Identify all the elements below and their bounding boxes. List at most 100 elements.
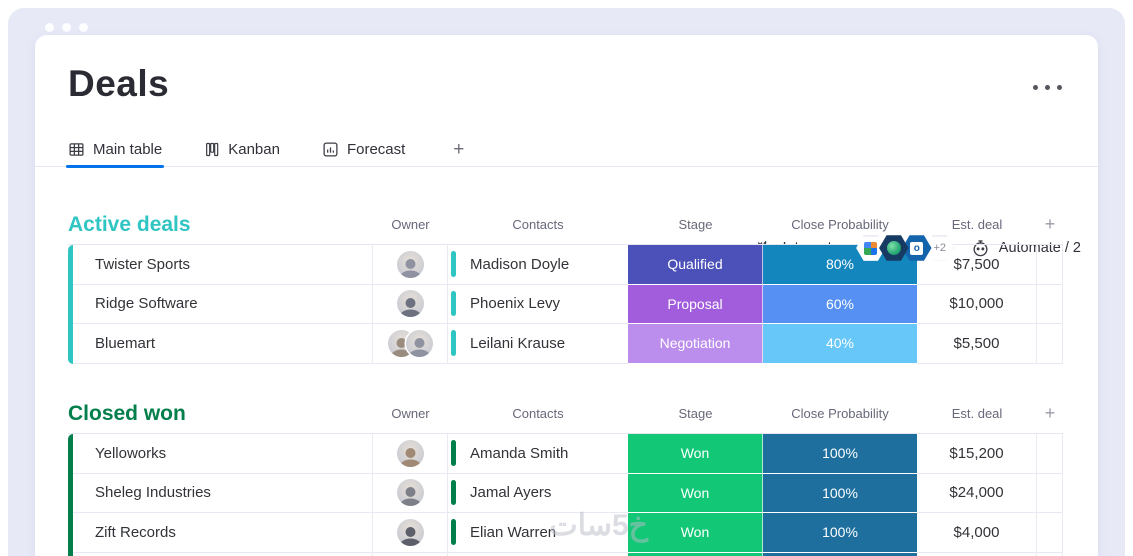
contact-color-bar [451, 251, 456, 277]
contact-cell[interactable] [448, 553, 628, 556]
owner-cell[interactable] [373, 473, 448, 513]
contact-color-bar [451, 479, 456, 505]
tab-kanban[interactable]: Kanban [204, 133, 280, 167]
owner-cell[interactable] [373, 513, 448, 553]
contact-color-bar [451, 330, 456, 356]
group-color-bar [68, 245, 73, 364]
board-card: Deals Main table [35, 35, 1098, 556]
group-closed-won: Closed won Owner Contacts Stage Close Pr… [68, 394, 1063, 556]
contact-cell[interactable]: Jamal Ayers [448, 474, 628, 513]
avatar [405, 329, 433, 357]
empty-cell [1037, 552, 1063, 556]
add-column-button[interactable]: + [1044, 214, 1056, 234]
tab-label: Main table [93, 141, 163, 158]
stage-cell[interactable]: Won [628, 473, 763, 513]
stage-cell[interactable]: Proposal [628, 284, 763, 324]
ellipsis-menu-icon [1057, 85, 1062, 90]
est-deal-cell[interactable]: $10,000 [917, 284, 1037, 324]
close-probability-cell[interactable]: 100% [763, 513, 917, 553]
est-deal-cell[interactable]: $15,200 [917, 434, 1037, 474]
owner-cell[interactable] [373, 284, 448, 324]
empty-cell [1037, 473, 1063, 513]
deal-name-cell[interactable]: Sheleg Industries [73, 473, 373, 513]
green-app-icon [886, 241, 901, 255]
column-header-stage: Stage [678, 217, 713, 232]
kanban-icon [204, 141, 220, 158]
contact-name: Phoenix Levy [470, 295, 561, 313]
add-column-button[interactable]: + [1044, 403, 1056, 423]
contact-cell[interactable]: Phoenix Levy [448, 285, 628, 324]
empty-cell [1037, 434, 1063, 474]
column-header-owner: Owner [391, 217, 430, 232]
group-header: Active deals Owner Contacts Stage Close … [68, 205, 1063, 244]
robot-icon [971, 239, 990, 258]
est-deal-cell[interactable]: $4,000 [917, 513, 1037, 553]
add-view-button[interactable]: + [453, 138, 465, 160]
stage-cell[interactable]: Qualified [628, 245, 763, 285]
avatar [396, 439, 424, 467]
contact-name: Madison Doyle [470, 255, 570, 273]
contact-color-bar [451, 519, 456, 545]
contact-cell[interactable]: Elian Warren [448, 513, 628, 553]
owner-cell[interactable] [373, 434, 448, 474]
tab-label: Forecast [346, 141, 406, 158]
avatar [396, 290, 424, 318]
close-probability-cell[interactable] [763, 552, 917, 556]
column-header-est-deal: Est. deal [951, 217, 1003, 232]
close-probability-cell[interactable]: 60% [763, 284, 917, 324]
stage-cell[interactable]: Won [628, 434, 763, 474]
est-deal-cell[interactable]: $7,500 [917, 245, 1037, 285]
contact-cell[interactable]: Madison Doyle [448, 245, 628, 285]
close-probability-cell[interactable]: 100% [763, 473, 917, 513]
table-grid-icon [68, 141, 85, 158]
view-tabbar: Main table Kanban [35, 133, 1098, 261]
board-menu-button[interactable] [1033, 85, 1062, 90]
stage-cell[interactable] [628, 552, 763, 556]
column-header-contacts: Contacts [512, 406, 564, 421]
deal-name-cell[interactable]: Zift Records [73, 513, 373, 553]
group-color-bar [68, 434, 73, 556]
window-dot-icon [79, 23, 88, 32]
est-deal-cell[interactable]: $24,000 [917, 473, 1037, 513]
group-active-deals: Active deals Owner Contacts Stage Close … [68, 205, 1063, 364]
group-table: Twister Sports Madison Doyle Qualified 8… [68, 244, 1063, 364]
browser-window: Deals Main table [8, 8, 1125, 556]
ellipsis-menu-icon [1045, 85, 1050, 90]
column-header-owner: Owner [391, 406, 430, 421]
owner-cell[interactable] [373, 245, 448, 285]
column-header-stage: Stage [678, 406, 713, 421]
google-app-icon [864, 241, 878, 255]
stage-cell[interactable]: Won [628, 513, 763, 553]
owner-cell[interactable] [373, 324, 448, 364]
group-title[interactable]: Active deals [68, 212, 191, 236]
group-title[interactable]: Closed won [68, 401, 186, 425]
deal-name-cell[interactable]: Ridge Software [73, 284, 373, 324]
deal-name-cell[interactable] [73, 552, 373, 556]
bar-chart-icon [322, 141, 339, 158]
ellipsis-menu-icon [1033, 85, 1038, 90]
stage-cell[interactable]: Negotiation [628, 324, 763, 364]
window-dot-icon [62, 23, 71, 32]
est-deal-cell[interactable]: $5,500 [917, 324, 1037, 364]
avatar [396, 250, 424, 278]
close-probability-cell[interactable]: 40% [763, 324, 917, 364]
deal-name-cell[interactable]: Bluemart [73, 324, 373, 364]
tab-label: Kanban [228, 141, 280, 158]
close-probability-cell[interactable]: 100% [763, 434, 917, 474]
avatar [396, 479, 424, 507]
group-table: Yelloworks Amanda Smith Won 100% $15,200… [68, 433, 1063, 556]
group-header: Closed won Owner Contacts Stage Close Pr… [68, 394, 1063, 433]
owner-cell[interactable] [373, 552, 448, 556]
contact-name: Amanda Smith [470, 444, 569, 462]
tab-forecast[interactable]: Forecast [322, 133, 405, 167]
contact-cell[interactable]: Amanda Smith [448, 434, 628, 474]
contact-cell[interactable]: Leilani Krause [448, 324, 628, 364]
deal-name-cell[interactable]: Yelloworks [73, 434, 373, 474]
tab-main-table[interactable]: Main table [65, 133, 165, 168]
deal-name-cell[interactable]: Twister Sports [73, 245, 373, 285]
contact-name: Leilani Krause [470, 334, 566, 352]
contact-color-bar [451, 290, 456, 316]
column-header-est-deal: Est. deal [951, 406, 1003, 421]
est-deal-cell[interactable] [917, 552, 1037, 556]
badge-count-label: +2 [933, 242, 947, 254]
